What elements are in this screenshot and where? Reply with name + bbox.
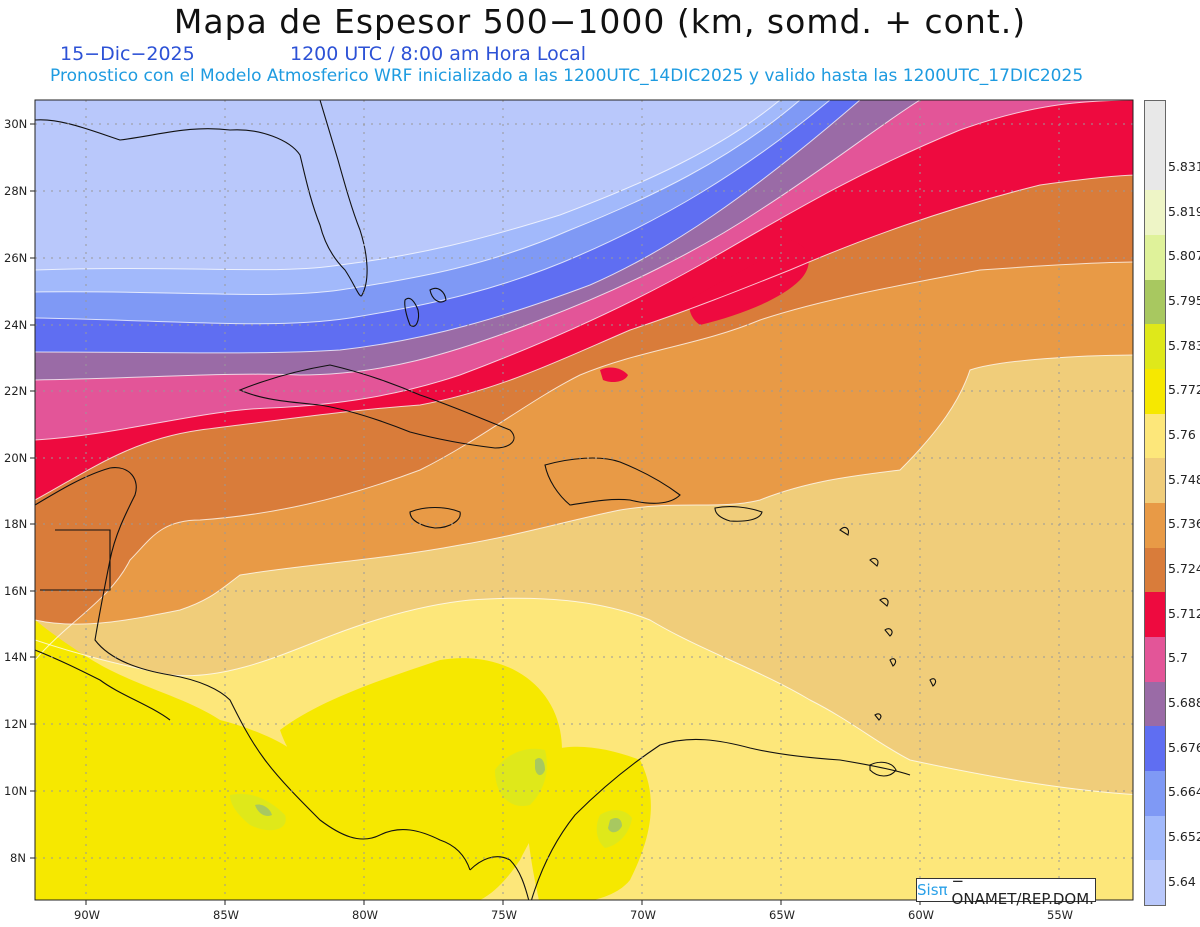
lat-label: 18N	[4, 517, 28, 531]
credit-text: − ONAMET/REP.DOM.	[951, 872, 1094, 908]
lon-label: 55W	[1047, 908, 1074, 922]
legend-swatch	[1145, 681, 1165, 727]
legend-swatch	[1145, 770, 1165, 816]
legend-swatch	[1145, 279, 1165, 325]
lat-label: 28N	[4, 184, 28, 198]
legend-swatch	[1145, 190, 1165, 235]
lat-label: 26N	[4, 251, 28, 265]
thickness-field	[35, 100, 1133, 900]
lon-label: 65W	[769, 908, 796, 922]
legend-swatch	[1145, 502, 1165, 548]
forecast-time: 1200 UTC / 8:00 am Hora Local	[290, 43, 587, 65]
map-frame	[34, 99, 1134, 901]
lat-label: 14N	[4, 650, 28, 664]
lon-label: 90W	[74, 908, 101, 922]
lon-label: 85W	[213, 908, 240, 922]
lon-label: 75W	[491, 908, 518, 922]
band-5783	[230, 748, 632, 848]
legend-swatch	[1145, 592, 1165, 637]
legend-swatch	[1145, 101, 1165, 146]
legend-label: 5.652	[1168, 829, 1200, 844]
band-5772	[35, 620, 651, 900]
legend-swatch	[1145, 726, 1165, 771]
lat-label: 16N	[4, 584, 28, 598]
legend-swatch	[1145, 145, 1165, 191]
lon-label: 70W	[630, 908, 657, 922]
legend-label: 5.7	[1168, 650, 1188, 666]
contour-lines	[35, 100, 1133, 796]
lat-label: 8N	[10, 851, 26, 865]
lat-label: 12N	[4, 717, 28, 731]
legend-swatch	[1145, 458, 1165, 503]
credit-box: Sisπ − ONAMET/REP.DOM.	[916, 872, 1096, 908]
color-legend	[1144, 100, 1166, 906]
legend-label: 5.736	[1168, 516, 1200, 532]
map-title: Mapa de Espesor 500−1000 (km, somd. + co…	[173, 2, 1027, 41]
legend-swatch	[1145, 636, 1165, 682]
legend-label: 5.819	[1168, 203, 1200, 219]
axis-ticks	[30, 123, 1060, 905]
legend-label: 5.724	[1168, 561, 1200, 576]
legend-label: 5.664	[1168, 784, 1200, 800]
legend-label: 5.772	[1168, 382, 1200, 398]
legend-swatch	[1145, 547, 1165, 593]
lon-label: 80W	[352, 908, 379, 922]
credit-brand: Sisπ	[917, 881, 948, 899]
lat-label: 24N	[4, 318, 28, 332]
forecast-date: 15−Dic−2025	[60, 43, 195, 65]
legend-label: 5.831	[1168, 159, 1200, 174]
legend-swatch	[1145, 234, 1165, 280]
legend-label: 5.783	[1168, 337, 1200, 353]
lat-label: 30N	[4, 117, 28, 131]
lat-label: 10N	[4, 784, 28, 798]
lat-label: 20N	[4, 451, 28, 465]
legend-label: 5.748	[1168, 471, 1200, 487]
lon-label: 60W	[908, 908, 935, 922]
legend-label: 5.807	[1168, 248, 1200, 264]
legend-label: 5.712	[1168, 605, 1200, 621]
legend-label: 5.76	[1168, 427, 1196, 442]
legend-swatch	[1145, 368, 1165, 414]
lat-label: 22N	[4, 384, 28, 398]
legend-label: 5.688	[1168, 695, 1200, 710]
red-blob	[600, 367, 628, 383]
model-info: Pronostico con el Modelo Atmosferico WRF…	[50, 66, 1084, 86]
legend-label: 5.676	[1168, 739, 1200, 755]
legend-label: 5.795	[1168, 293, 1200, 308]
legend-swatch	[1145, 324, 1165, 369]
legend-swatch	[1145, 815, 1165, 861]
legend-swatch	[1145, 860, 1165, 905]
legend-label: 5.64	[1168, 873, 1196, 889]
legend-swatch	[1145, 413, 1165, 459]
coastlines	[35, 100, 937, 900]
red-blob-2	[689, 240, 809, 325]
